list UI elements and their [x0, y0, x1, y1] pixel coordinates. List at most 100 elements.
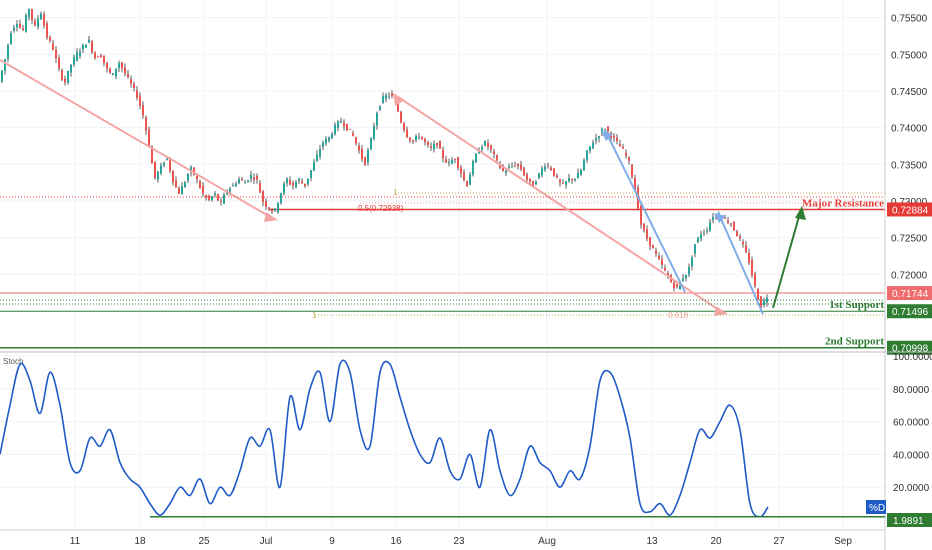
candle-body — [739, 236, 741, 239]
candle-body — [748, 252, 750, 263]
candle-body — [466, 181, 468, 187]
level-label: 1st Support — [829, 299, 884, 311]
candle-body — [388, 95, 390, 97]
candle-body — [559, 179, 561, 183]
candle-body — [364, 157, 366, 165]
price-tick-label: 0.74000 — [891, 124, 928, 135]
candle-body — [295, 182, 297, 188]
candle-body — [118, 63, 120, 68]
candle-body — [631, 164, 633, 177]
candle-body — [397, 100, 399, 112]
time-tick-label: 16 — [390, 536, 402, 547]
candle-body — [754, 273, 756, 286]
candle-body — [547, 165, 549, 167]
candle-body — [73, 57, 75, 65]
candle-body — [487, 142, 489, 147]
time-tick-label: 23 — [453, 536, 465, 547]
candle-body — [571, 178, 573, 181]
candle-body — [685, 274, 687, 279]
candle-body — [103, 55, 105, 64]
candle-body — [124, 67, 126, 74]
candle-body — [58, 57, 60, 69]
candle-body — [22, 28, 24, 30]
level-tag-value: 0.71496 — [892, 307, 929, 318]
price-tick-label: 0.72500 — [891, 234, 928, 245]
candle-body — [304, 183, 306, 186]
candle-body — [325, 138, 327, 144]
candle-body — [181, 186, 183, 195]
candle-body — [310, 170, 312, 178]
candle-body — [193, 167, 195, 175]
candle-body — [448, 162, 450, 163]
level-label: 2nd Support — [825, 336, 884, 348]
candle-body — [208, 195, 210, 200]
candle-body — [688, 267, 690, 275]
stoch-tick-label: 80.0000 — [893, 385, 930, 396]
candle-body — [91, 41, 93, 53]
candle-body — [358, 145, 360, 151]
candle-body — [382, 95, 384, 103]
candle-body — [274, 208, 276, 211]
candle-body — [421, 136, 423, 140]
candle-body — [373, 126, 375, 140]
candle-body — [694, 244, 696, 254]
candle-body — [757, 288, 759, 300]
candle-body — [283, 183, 285, 194]
candle-body — [256, 175, 258, 180]
candle-body — [328, 137, 330, 141]
candle-body — [652, 245, 654, 249]
candle-body — [436, 143, 438, 146]
candle-body — [403, 123, 405, 131]
candle-body — [391, 93, 393, 96]
candle-body — [427, 141, 429, 145]
candle-body — [250, 174, 252, 179]
candle-body — [115, 68, 117, 77]
candle-body — [43, 14, 45, 26]
candle-body — [319, 148, 321, 157]
level-tag-value: 0.72884 — [892, 205, 929, 216]
candle-body — [574, 178, 576, 181]
candle-body — [133, 84, 135, 88]
abcd-leg-1-arrowhead — [601, 131, 613, 141]
candle-body — [157, 171, 159, 180]
candle-body — [634, 177, 636, 191]
candle-body — [361, 148, 363, 160]
candle-body — [148, 129, 150, 147]
projection-arrowhead — [795, 206, 806, 220]
candle-body — [457, 157, 459, 168]
candle-body — [472, 161, 474, 175]
candle-body — [409, 137, 411, 141]
time-tick-label: 20 — [710, 536, 722, 547]
price-tick-label: 0.74500 — [891, 87, 928, 98]
stoch-tick-label: 40.0000 — [893, 450, 930, 461]
candle-body — [562, 183, 564, 185]
candle-body — [19, 23, 21, 28]
candle-body — [484, 141, 486, 146]
candle-body — [481, 147, 483, 150]
candle-body — [496, 155, 498, 160]
candle-body — [664, 267, 666, 271]
candle-body — [121, 62, 123, 69]
candle-body — [514, 165, 516, 167]
candle-body — [127, 73, 129, 77]
candle-body — [337, 121, 339, 129]
candle-body — [232, 185, 234, 187]
candle-body — [490, 145, 492, 150]
candle-body — [352, 133, 354, 136]
time-tick-label: Jul — [260, 536, 273, 547]
price-axis-ticks: 0.75500 0.75000 0.74500 0.74000 0.73500 0.730… — [891, 14, 928, 282]
candle-body — [16, 24, 18, 28]
candle-body — [322, 142, 324, 147]
candle-body — [346, 123, 348, 131]
fib-label-1-lower: 1 — [312, 311, 317, 320]
candle-body — [622, 146, 624, 149]
candle-body — [370, 138, 372, 150]
candle-body — [175, 180, 177, 188]
candle-body — [649, 236, 651, 247]
candle-body — [724, 217, 726, 219]
candle-body — [502, 165, 504, 171]
time-tick-label: 11 — [70, 536, 81, 547]
candle-body — [313, 162, 315, 171]
price-tick-label: 0.73500 — [891, 160, 928, 171]
candle-body — [613, 135, 615, 138]
